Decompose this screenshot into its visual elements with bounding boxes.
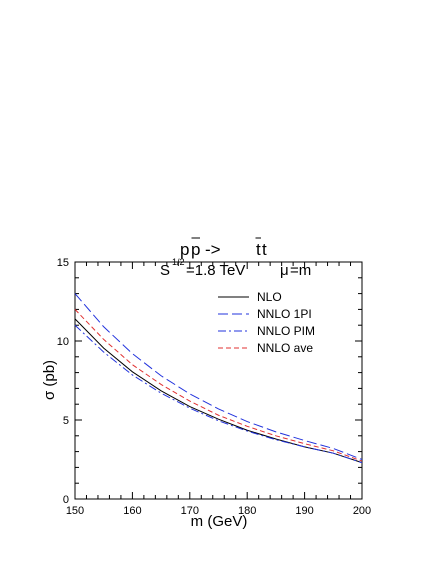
chart-subtitle: S 1/2 =1.8 TeV μ =m	[160, 257, 311, 279]
tick-labels: 150 160 170 180 190 200 0 5 10 15	[57, 257, 371, 517]
legend-label: NNLO 1PI	[257, 307, 312, 321]
subtitle-energy: =1.8 TeV	[186, 262, 245, 279]
legend-label: NLO	[257, 290, 282, 304]
series-line-nnlo-pim	[74, 324, 363, 464]
legend-label: NNLO PIM	[257, 324, 315, 338]
series-lines	[74, 293, 363, 464]
y-axis-label: σ (pb)	[41, 360, 58, 400]
x-tick-label: 150	[66, 505, 84, 517]
series-line-nnlo-ave	[74, 309, 363, 462]
y-tick-label: 10	[57, 336, 69, 348]
title-p: p	[180, 240, 189, 259]
x-axis-label: m (GeV)	[191, 513, 248, 530]
y-tick-label: 15	[57, 257, 69, 269]
legend: NLO NNLO 1PI NNLO PIM NNLO ave	[218, 290, 315, 355]
series-line-nnlo-1pi	[74, 293, 363, 460]
subtitle-mu-value: =m	[290, 262, 311, 279]
x-tick-label: 180	[238, 505, 256, 517]
chart-title: p p -> t t	[180, 237, 267, 259]
x-tick-label: 190	[295, 505, 313, 517]
plot-frame	[74, 261, 363, 500]
subtitle-s: S	[160, 262, 170, 279]
x-tick-label: 160	[123, 505, 141, 517]
y-tick-label: 0	[63, 494, 69, 506]
title-tbar: t	[256, 240, 261, 259]
legend-label: NNLO ave	[257, 341, 313, 355]
axis-ticks	[74, 261, 363, 500]
subtitle-mu: μ	[280, 262, 289, 279]
title-arrow: ->	[205, 240, 221, 259]
title-t: t	[262, 240, 267, 259]
y-tick-label: 5	[63, 415, 69, 427]
x-tick-label: 170	[181, 505, 199, 517]
x-tick-label: 200	[353, 505, 371, 517]
title-pbar: p	[191, 240, 200, 259]
